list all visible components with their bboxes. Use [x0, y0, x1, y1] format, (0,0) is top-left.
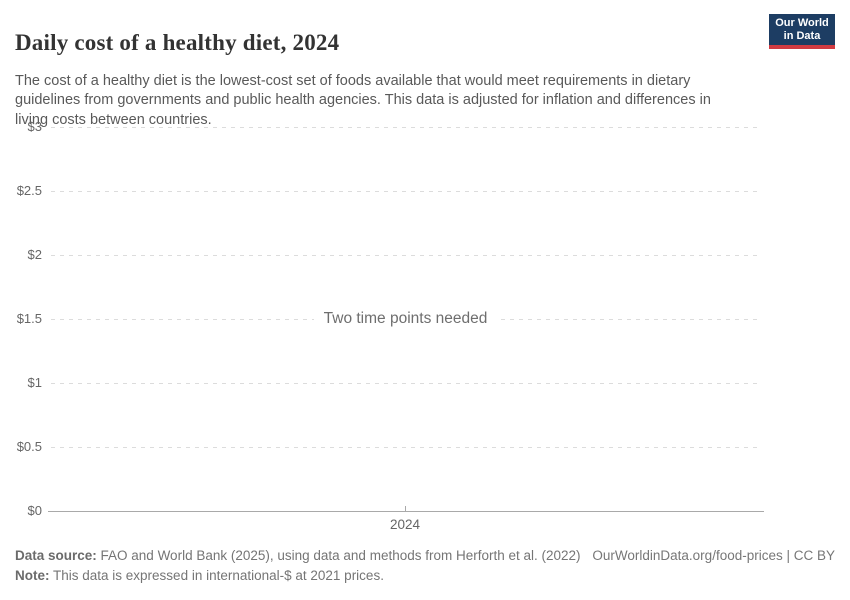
- empty-state-message-text: Two time points needed: [313, 310, 498, 327]
- page-title: Daily cost of a healthy diet, 2024: [15, 30, 340, 56]
- gridline-2-5: [51, 191, 760, 192]
- x-axis-tick-2024: [405, 506, 406, 511]
- chart-subtitle: The cost of a healthy diet is the lowest…: [15, 72, 711, 128]
- footer-note-label: Note:: [15, 568, 50, 583]
- empty-state-message: Two time points needed: [51, 308, 760, 330]
- y-tick-label-0-5: $0.5: [16, 439, 42, 454]
- y-tick-label-3: $3: [27, 119, 42, 134]
- footer-note: Note: This data is expressed in internat…: [15, 568, 384, 583]
- y-tick-label-0: $0: [27, 503, 42, 518]
- y-tick-label-1: $1: [27, 375, 42, 390]
- footer-note-text: This data is expressed in international-…: [49, 568, 384, 583]
- gridline-3: [51, 127, 760, 128]
- y-tick-label-2-5: $2.5: [16, 183, 42, 198]
- y-tick-label-1-5: $1.5: [16, 311, 42, 326]
- x-axis-line: [48, 511, 764, 512]
- y-tick-label-2: $2: [27, 247, 42, 262]
- footer-datasource-label: Data source:: [15, 548, 97, 563]
- owid-logo-line1: Our World: [775, 17, 829, 29]
- owid-logo: Our World in Data: [769, 14, 835, 49]
- gridline-1: [51, 383, 760, 384]
- footer-datasource: Data source: FAO and World Bank (2025), …: [15, 548, 581, 563]
- owid-logo-line2: in Data: [783, 30, 821, 42]
- x-tick-label-2024: 2024: [389, 517, 421, 532]
- footer-datasource-text: FAO and World Bank (2025), using data an…: [96, 548, 581, 563]
- gridline-2: [51, 255, 760, 256]
- footer-license-link[interactable]: OurWorldinData.org/food-prices | CC BY: [592, 548, 835, 563]
- gridline-0-5: [51, 447, 760, 448]
